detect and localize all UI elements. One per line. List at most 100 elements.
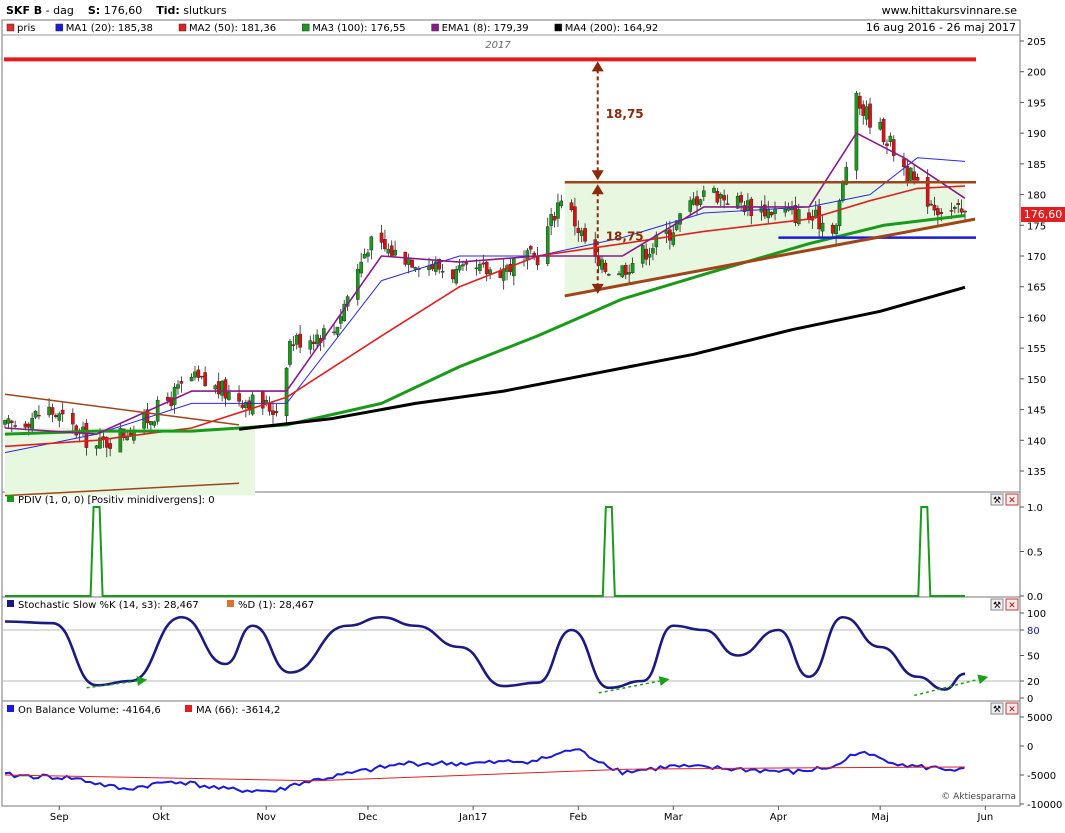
candle-body: [959, 208, 964, 213]
candle-body: [556, 202, 560, 219]
stoch-settings-button[interactable]: [990, 598, 1004, 611]
candle-body: [864, 106, 869, 120]
candle-body: [481, 262, 486, 265]
candle-body: [454, 269, 458, 284]
obv-label: On Balance Volume: -4164,6: [18, 705, 161, 716]
candle-body: [905, 166, 910, 182]
upper-gap-arrow-head-top: [591, 61, 604, 72]
candle-body: [722, 195, 726, 201]
candle-body: [769, 212, 774, 216]
candle-body: [196, 369, 201, 378]
candle-body: [936, 208, 940, 216]
price-badge-group: 176,60: [1021, 207, 1065, 222]
candle-body: [671, 232, 676, 245]
obv-header: On Balance Volume: -4164,6 MA (66): -361…: [7, 705, 280, 716]
price-tick-label: 150: [1027, 375, 1046, 386]
candle-body: [152, 421, 157, 426]
x-tick-label: Dec: [358, 812, 377, 823]
candle-body: [98, 437, 102, 449]
candle-body: [820, 222, 825, 232]
site-url[interactable]: www.hittakursvinnare.se: [881, 4, 1017, 17]
candle-body: [47, 406, 51, 416]
candle-body: [712, 187, 716, 193]
candle-body: [746, 200, 750, 211]
moving-averages: [4, 132, 966, 454]
wrench-icon: ⚒: [993, 601, 1001, 611]
candle-body: [108, 443, 112, 449]
candle-body: [837, 200, 842, 227]
candle-body: [630, 263, 635, 273]
wrench-icon: ⚒: [993, 705, 1001, 715]
x-tick-label: Apr: [770, 812, 788, 823]
ma-line-3: [4, 132, 966, 435]
candle-body: [54, 415, 58, 417]
candle-body: [939, 212, 944, 214]
candle-body: [949, 210, 954, 212]
obv-close-button[interactable]: [1005, 702, 1019, 715]
close-icon: ✕: [1008, 601, 1016, 611]
candle-body: [50, 407, 55, 415]
legend-swatch-3: [301, 23, 310, 32]
candle-body: [125, 436, 129, 441]
pdiv-tick-label: 0.5: [1027, 548, 1043, 559]
candle-body: [617, 273, 621, 276]
legend-label-2: MA2 (50): 181,36: [189, 23, 276, 34]
candle-body: [691, 198, 696, 205]
candle-body: [271, 410, 275, 415]
candle-body: [118, 428, 123, 453]
candle-body: [440, 271, 445, 273]
close-icon: ✕: [1008, 496, 1016, 506]
candle-body: [888, 135, 893, 142]
tid-label: Tid:: [156, 4, 180, 17]
candle-body: [678, 213, 682, 225]
candle-body: [355, 268, 360, 300]
candle-body: [627, 272, 631, 275]
candle-body: [155, 399, 160, 422]
pdiv-tick-label: 0.0: [1027, 592, 1043, 603]
obv-tick-label: 5000: [1027, 713, 1052, 724]
pdiv-settings-button[interactable]: [990, 493, 1004, 506]
stoch-close-button[interactable]: [1005, 598, 1019, 611]
price-tick-label: 195: [1027, 98, 1046, 109]
obv-ma-label: MA (66): -3614,2: [196, 705, 280, 716]
ma-line-4: [238, 285, 966, 431]
candle-body: [512, 258, 516, 277]
legend-swatch-0: [6, 23, 15, 32]
pdiv-close-button[interactable]: [1005, 493, 1019, 506]
candle-body: [698, 199, 703, 205]
candle-body: [366, 252, 370, 257]
chart-header: SKF B - dag S: 176,60 Tid: slutkurs: [6, 4, 227, 17]
candle-body: [600, 259, 604, 270]
candle-body: [315, 334, 319, 345]
price-tick-label: 135: [1027, 467, 1046, 478]
price-y-axis: 135 140 145 150 155 160 165 170 175 180 185 190 195 2…: [1020, 37, 1046, 478]
pdiv-panel-frame: [1, 491, 1021, 598]
s-label: S:: [87, 4, 101, 17]
candle-body: [963, 210, 967, 213]
obv-settings-button[interactable]: [990, 702, 1004, 715]
legend-label-3: MA3 (100): 176,55: [312, 23, 405, 34]
candle-body: [213, 385, 218, 390]
obv-line: [4, 748, 965, 794]
candle-body: [915, 177, 920, 181]
candle-body: [620, 265, 625, 278]
pdiv-title: PDIV (1, 0, 0) [Positiv minidivergens]: …: [18, 495, 215, 506]
price-tick-label: 185: [1027, 160, 1046, 171]
shade-channel: [564, 182, 965, 296]
tid-value: slutkurs: [183, 4, 227, 17]
trend-levels[interactable]: [4, 57, 976, 497]
candle-body: [437, 258, 442, 270]
x-tick-label: Maj: [871, 812, 889, 823]
candle-body: [410, 259, 414, 268]
candle-body: [834, 225, 838, 235]
candle-body: [929, 203, 933, 206]
x-tick-label: Sep: [50, 812, 69, 823]
legend-label-5: MA4 (200): 164,92: [565, 23, 658, 34]
candle-body: [335, 326, 340, 335]
candle-body: [362, 253, 367, 259]
candle-body: [189, 376, 194, 382]
stoch-d-swatch: [227, 600, 234, 607]
candle-body: [369, 236, 374, 251]
